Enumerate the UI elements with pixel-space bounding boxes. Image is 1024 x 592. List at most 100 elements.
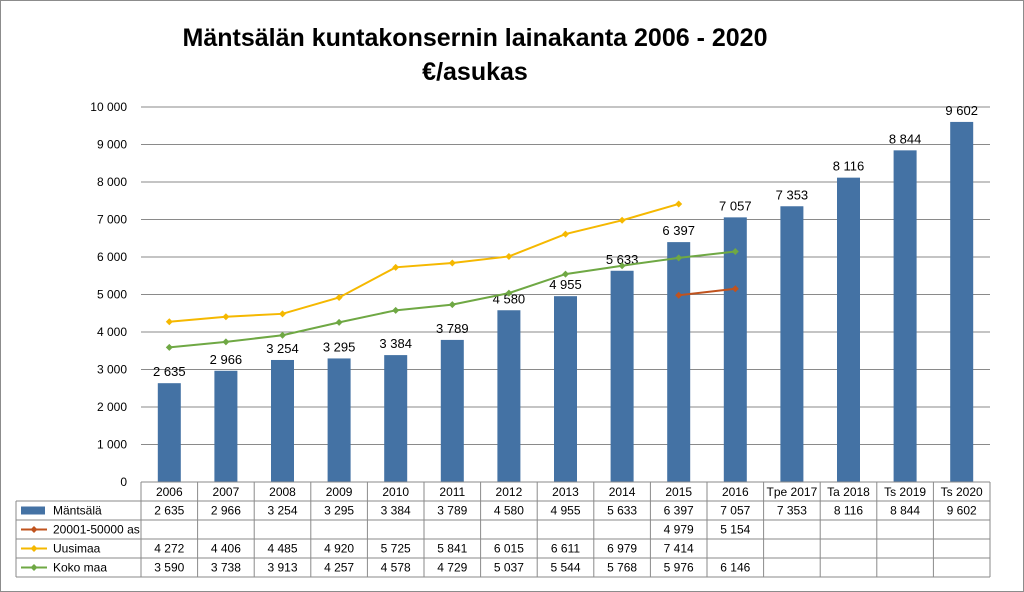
x-tick-label: 2011 <box>439 485 465 499</box>
x-tick-label: 2009 <box>326 485 353 499</box>
table-cell-value: 9 602 <box>947 504 977 518</box>
series-marker <box>335 318 343 326</box>
bar-value-label: 8 844 <box>889 131 922 146</box>
table-cell-value: 5 841 <box>437 542 467 556</box>
bar <box>723 217 747 483</box>
x-tick-label: 2013 <box>552 485 579 499</box>
table-cell-value: 5 768 <box>607 561 637 575</box>
table-cell-value: 4 272 <box>154 542 184 556</box>
table-cell-value: 3 295 <box>324 504 354 518</box>
x-tick-label: 2006 <box>156 485 183 499</box>
bar <box>214 370 238 482</box>
series-marker <box>731 285 739 293</box>
series-marker <box>392 263 400 271</box>
bar <box>497 310 521 482</box>
table-cell-value: 5 976 <box>664 561 694 575</box>
x-tick-label: 2008 <box>269 485 296 499</box>
table-cell-value: 4 485 <box>267 542 297 556</box>
x-tick-label: Tpe 2017 <box>767 485 818 499</box>
series-marker <box>618 262 626 270</box>
table-cell-value: 4 920 <box>324 542 354 556</box>
table-cell-value: 5 725 <box>381 542 411 556</box>
table-cell-value: 5 037 <box>494 561 524 575</box>
x-tick-label: 2012 <box>496 485 523 499</box>
bar <box>950 121 974 483</box>
chart-title: Mäntsälän kuntakonsernin lainakanta 2006… <box>182 24 768 52</box>
legend-label: Uusimaa <box>53 542 101 556</box>
y-tick-label: 9 000 <box>97 138 127 152</box>
bar-value-label: 5 633 <box>606 252 639 267</box>
series-marker <box>675 291 683 299</box>
bar-value-label: 7 353 <box>776 187 809 202</box>
series-marker <box>165 343 173 351</box>
legend-marker <box>30 545 38 552</box>
table-cell-value: 5 633 <box>607 504 637 518</box>
bar-value-label: 3 789 <box>436 321 469 336</box>
table-cell-value: 4 578 <box>381 561 411 575</box>
series-marker <box>505 252 513 260</box>
table-cell-value: 5 544 <box>550 561 580 575</box>
table-cell-value: 4 955 <box>550 504 580 518</box>
y-tick-label: 0 <box>120 475 127 489</box>
series-marker <box>448 301 456 309</box>
legend-label: 20001-50000 as <box>53 523 140 537</box>
table-cell-value: 6 146 <box>720 561 750 575</box>
y-tick-label: 1 000 <box>97 438 127 452</box>
y-tick-label: 4 000 <box>97 325 127 339</box>
bar-value-label: 2 966 <box>210 352 243 367</box>
table-cell-value: 4 257 <box>324 561 354 575</box>
bar <box>554 296 577 482</box>
y-tick-label: 2 000 <box>97 400 127 414</box>
legend-label: Mäntsälä <box>53 504 102 518</box>
table-cell-value: 3 590 <box>154 561 184 575</box>
bar-value-label: 3 295 <box>323 339 356 354</box>
table-cell-value: 7 057 <box>720 504 750 518</box>
x-tick-label: Ts 2020 <box>941 485 983 499</box>
table-cell-value: 6 979 <box>607 542 637 556</box>
table-cell-value: 2 966 <box>211 504 241 518</box>
bar-value-label: 6 397 <box>662 223 695 238</box>
legend-label: Koko maa <box>53 561 107 575</box>
bar-value-label: 2 635 <box>153 364 186 379</box>
series-marker <box>505 289 513 297</box>
series-marker <box>562 230 569 238</box>
y-tick-label: 6 000 <box>97 250 127 264</box>
x-tick-label: 2014 <box>609 485 636 499</box>
series-marker <box>562 270 569 278</box>
table-cell-value: 3 913 <box>267 561 297 575</box>
series-marker <box>675 200 683 208</box>
series-marker <box>448 259 456 267</box>
series-marker <box>222 313 230 321</box>
table-cell-value: 8 116 <box>834 504 863 518</box>
bar-value-label: 9 602 <box>945 103 978 118</box>
y-tick-label: 10 000 <box>90 100 127 114</box>
series-line <box>678 287 736 297</box>
table-cell-value: 3 254 <box>267 504 297 518</box>
bar <box>610 270 634 482</box>
y-tick-label: 5 000 <box>97 288 127 302</box>
chart-subtitle: €/asukas <box>422 58 528 86</box>
bar <box>327 358 351 482</box>
legend-marker <box>30 564 38 571</box>
table-cell-value: 3 738 <box>211 561 241 575</box>
x-tick-label: 2016 <box>722 485 749 499</box>
bar <box>837 177 860 482</box>
bar-value-label: 7 057 <box>719 198 752 213</box>
x-tick-label: 2010 <box>382 485 409 499</box>
series-marker <box>392 306 400 314</box>
bar-value-label: 3 384 <box>379 336 412 351</box>
bar <box>440 339 464 482</box>
table-cell-value: 3 384 <box>381 504 411 518</box>
table-cell-value: 4 979 <box>664 523 694 537</box>
y-tick-label: 8 000 <box>97 175 127 189</box>
table-cell-value: 8 844 <box>890 504 920 518</box>
bar <box>893 150 917 482</box>
table-cell-value: 4 729 <box>437 561 467 575</box>
bar-value-label: 4 955 <box>549 277 582 292</box>
table-cell-value: 7 353 <box>777 504 807 518</box>
x-tick-label: Ta 2018 <box>827 485 870 499</box>
series-marker <box>675 254 683 262</box>
table-cell-value: 2 635 <box>154 504 184 518</box>
series-marker <box>222 338 230 346</box>
